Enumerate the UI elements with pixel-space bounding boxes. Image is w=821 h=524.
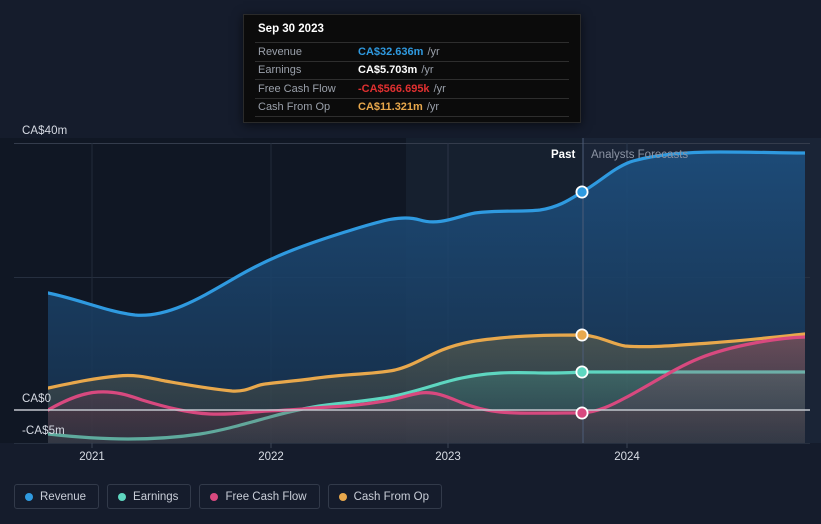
cash-from-op-color-dot [338, 492, 347, 501]
tooltip-row-free-cash-flow: Free Cash Flow -CA$566.695k /yr [255, 79, 569, 98]
free-cash-flow-color-dot [210, 492, 219, 501]
tooltip-key-revenue: Revenue [258, 45, 303, 58]
legend-item-free-cash-flow[interactable]: Free Cash Flow [199, 484, 320, 509]
freecashflow-line [48, 335, 805, 416]
past-annotation: Past [551, 149, 576, 161]
legend-label-earnings: Earnings [133, 490, 179, 503]
freecashflow-area [48, 337, 805, 415]
tooltip-value-revenue: CA$32.636m [358, 45, 424, 58]
y-axis-label-neg5m: -CA$5m [22, 425, 65, 437]
legend-item-earnings[interactable]: Earnings [107, 484, 192, 509]
chart-legend: Revenue Earnings Free Cash Flow Cash Fro… [14, 484, 443, 509]
marker-earnings[interactable] [575, 365, 589, 379]
x-axis-label-2023: 2023 [435, 451, 461, 463]
tooltip-unit-cash-from-op: /yr [426, 101, 440, 114]
tooltip-date: Sep 30 2023 [258, 23, 324, 35]
chart-tooltip: Sep 30 2023 Revenue CA$32.636m /yr Earni… [243, 14, 581, 123]
revenue-color-dot [25, 492, 33, 501]
forecast-annotation: Analysts Forecasts [591, 149, 689, 161]
tooltip-value-free-cash-flow: -CA$566.695k [358, 82, 430, 95]
legend-item-revenue[interactable]: Revenue [14, 484, 100, 509]
legend-item-cash-from-op[interactable]: Cash From Op [327, 484, 443, 509]
tooltip-unit-earnings: /yr [421, 64, 434, 77]
x-axis-label-2021: 2021 [79, 451, 105, 463]
tooltip-row-earnings: Earnings CA$5.703m /yr [255, 60, 569, 80]
y-axis-label-zero: CA$0 [22, 393, 52, 405]
legend-label-cash-from-op: Cash From Op [353, 490, 430, 503]
revenue-line [48, 150, 805, 317]
fcf-negative-area [48, 410, 805, 443]
marker-cashfromop[interactable] [575, 328, 589, 342]
tooltip-unit-free-cash-flow: /yr [433, 82, 446, 95]
legend-label-free-cash-flow: Free Cash Flow [225, 490, 307, 503]
tooltip-row-revenue: Revenue CA$32.636m /yr [255, 42, 569, 61]
marker-revenue[interactable] [575, 185, 589, 199]
highlight-markers [575, 185, 589, 420]
tooltip-key-free-cash-flow: Free Cash Flow [258, 82, 336, 95]
y-axis-label-40m: CA$40m [22, 125, 68, 137]
tooltip-value-earnings: CA$5.703m [358, 64, 418, 77]
tooltip-value-cash-from-op: CA$11.321m [358, 101, 423, 114]
x-axis-label-2022: 2022 [258, 451, 284, 463]
x-axis-label-2024: 2024 [614, 451, 640, 463]
tooltip-key-earnings: Earnings [258, 64, 302, 77]
legend-label-revenue: Revenue [40, 490, 87, 503]
tooltip-row-cash-from-op: Cash From Op CA$11.321m /yr [255, 97, 569, 117]
cashfromop-line [48, 332, 805, 393]
tooltip-key-cash-from-op: Cash From Op [258, 101, 331, 114]
marker-freecashflow[interactable] [575, 406, 589, 420]
earnings-color-dot [118, 492, 127, 501]
tooltip-unit-revenue: /yr [427, 45, 440, 58]
